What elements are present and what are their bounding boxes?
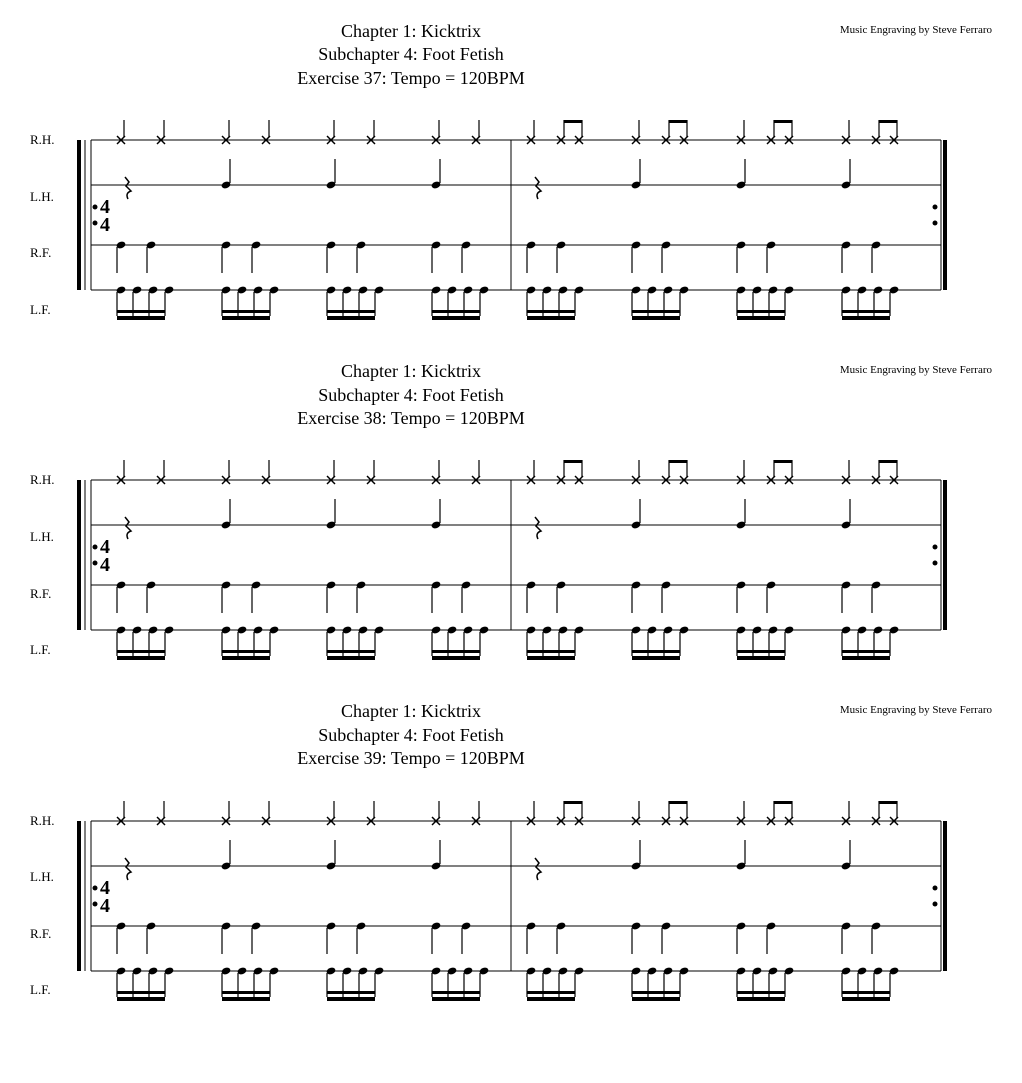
exercise-titles: Chapter 1: KicktrixSubchapter 4: Foot Fe…	[30, 360, 792, 430]
staff-label: R.H.	[30, 130, 55, 150]
staff-label: L.F.	[30, 640, 55, 660]
notation-svg: 44	[61, 801, 992, 1011]
exercise-titles: Chapter 1: KicktrixSubchapter 4: Foot Fe…	[30, 700, 792, 770]
subchapter-title: Subchapter 4: Foot Fetish	[30, 43, 792, 66]
exercise-2: Chapter 1: KicktrixSubchapter 4: Foot Fe…	[30, 360, 992, 670]
engraving-credit: Music Engraving by Steve Ferraro	[792, 360, 992, 376]
exercise-titles: Chapter 1: KicktrixSubchapter 4: Foot Fe…	[30, 20, 792, 90]
exercise-1: Chapter 1: KicktrixSubchapter 4: Foot Fe…	[30, 20, 992, 330]
chapter-title: Chapter 1: Kicktrix	[30, 20, 792, 43]
staff-label: R.H.	[30, 470, 55, 490]
staff-label: L.H.	[30, 867, 55, 887]
exercise-title: Exercise 39: Tempo = 120BPM	[30, 747, 792, 770]
chapter-title: Chapter 1: Kicktrix	[30, 700, 792, 723]
engraving-credit: Music Engraving by Steve Ferraro	[792, 700, 992, 716]
staff-label: R.F.	[30, 924, 55, 944]
staff-label: R.H.	[30, 811, 55, 831]
exercise-title: Exercise 38: Tempo = 120BPM	[30, 407, 792, 430]
svg-text:4: 4	[100, 214, 110, 236]
subchapter-title: Subchapter 4: Foot Fetish	[30, 724, 792, 747]
staff-label: L.H.	[30, 187, 55, 207]
staff-label: L.H.	[30, 527, 55, 547]
notation-svg: 44	[61, 460, 992, 670]
staff-label: L.F.	[30, 980, 55, 1000]
staff-labels: R.H. L.H. R.F. L.F.	[30, 120, 61, 330]
staff-label: L.F.	[30, 300, 55, 320]
svg-text:4: 4	[100, 895, 110, 917]
exercise-3: Chapter 1: KicktrixSubchapter 4: Foot Fe…	[30, 700, 992, 1010]
notation-svg: 44	[61, 120, 992, 330]
subchapter-title: Subchapter 4: Foot Fetish	[30, 384, 792, 407]
engraving-credit: Music Engraving by Steve Ferraro	[792, 20, 992, 36]
staff-labels: R.H. L.H. R.F. L.F.	[30, 460, 61, 670]
svg-text:4: 4	[100, 554, 110, 576]
staff-label: R.F.	[30, 584, 55, 604]
exercise-title: Exercise 37: Tempo = 120BPM	[30, 67, 792, 90]
staff-label: R.F.	[30, 243, 55, 263]
chapter-title: Chapter 1: Kicktrix	[30, 360, 792, 383]
staff-labels: R.H. L.H. R.F. L.F.	[30, 801, 61, 1011]
